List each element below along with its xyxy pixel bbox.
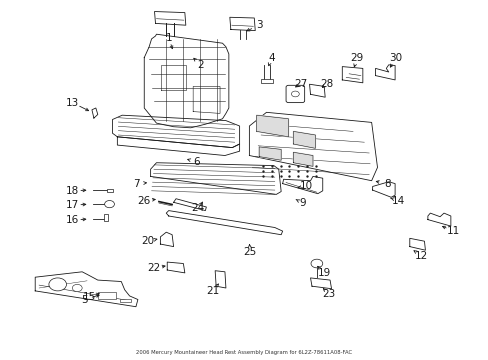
Text: 21: 21	[205, 285, 219, 296]
Polygon shape	[249, 112, 377, 181]
Polygon shape	[215, 271, 225, 288]
Text: 26: 26	[137, 195, 151, 206]
Polygon shape	[293, 152, 312, 166]
Bar	[103, 214, 107, 221]
Polygon shape	[375, 65, 394, 80]
Polygon shape	[154, 12, 185, 25]
Text: 8: 8	[383, 179, 390, 189]
Polygon shape	[309, 84, 325, 97]
Text: 3: 3	[255, 20, 262, 30]
Text: 15: 15	[82, 292, 96, 302]
FancyBboxPatch shape	[285, 85, 304, 103]
Text: 1: 1	[165, 33, 172, 43]
Polygon shape	[166, 211, 282, 235]
Circle shape	[291, 91, 299, 97]
Bar	[120, 299, 130, 302]
Polygon shape	[342, 67, 362, 83]
Text: 9: 9	[299, 198, 306, 208]
Text: 23: 23	[322, 289, 335, 299]
Text: 28: 28	[319, 78, 333, 89]
Polygon shape	[144, 34, 228, 128]
Text: 16: 16	[65, 215, 79, 225]
Polygon shape	[256, 115, 288, 137]
Polygon shape	[427, 213, 450, 226]
Polygon shape	[229, 17, 255, 31]
Polygon shape	[112, 115, 239, 148]
Text: 6: 6	[193, 157, 200, 167]
Text: 19: 19	[317, 267, 330, 278]
Circle shape	[72, 284, 82, 292]
Polygon shape	[293, 131, 315, 148]
Polygon shape	[372, 182, 394, 197]
Bar	[106, 189, 113, 192]
Text: 12: 12	[414, 251, 427, 261]
Text: 7: 7	[133, 179, 140, 189]
Bar	[261, 79, 272, 83]
Text: 22: 22	[147, 263, 161, 273]
Polygon shape	[259, 147, 281, 160]
Text: 4: 4	[267, 53, 274, 63]
Text: 18: 18	[65, 186, 79, 196]
Text: 27: 27	[293, 78, 307, 89]
Polygon shape	[173, 199, 206, 211]
Polygon shape	[409, 238, 425, 250]
Text: 11: 11	[446, 226, 460, 236]
Polygon shape	[310, 278, 331, 289]
Text: 25: 25	[243, 247, 257, 257]
Text: 24: 24	[191, 203, 204, 213]
Text: 2: 2	[197, 60, 203, 70]
Polygon shape	[150, 163, 281, 194]
Polygon shape	[160, 232, 173, 247]
Text: 5: 5	[81, 294, 87, 305]
Circle shape	[310, 259, 322, 268]
Text: 30: 30	[389, 53, 402, 63]
Polygon shape	[117, 137, 239, 156]
Polygon shape	[92, 108, 98, 118]
Text: 29: 29	[349, 53, 363, 63]
Polygon shape	[282, 176, 322, 194]
Circle shape	[104, 201, 114, 208]
Text: 20: 20	[142, 236, 154, 246]
Polygon shape	[167, 262, 184, 273]
Text: 2006 Mercury Mountaineer Head Rest Assembly Diagram for 6L2Z-78611A08-FAC: 2006 Mercury Mountaineer Head Rest Assem…	[136, 350, 352, 355]
Text: 13: 13	[65, 98, 79, 108]
Text: 17: 17	[65, 200, 79, 210]
Polygon shape	[35, 272, 138, 307]
Text: 10: 10	[300, 181, 312, 191]
Text: 14: 14	[391, 195, 405, 206]
Bar	[98, 292, 116, 299]
Circle shape	[49, 278, 66, 291]
